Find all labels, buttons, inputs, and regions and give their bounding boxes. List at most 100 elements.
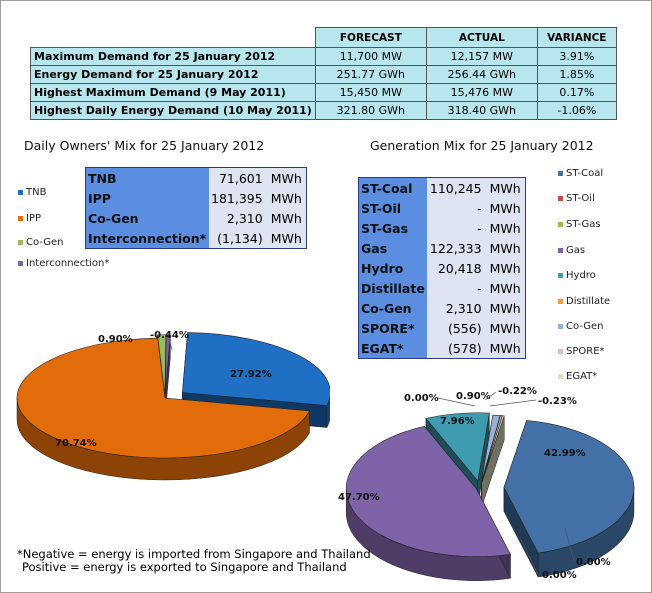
pie-data-label: 0.90% xyxy=(456,391,491,402)
gen-unit: MWh xyxy=(487,338,526,359)
demand-summary-table: FORECAST ACTUAL VARIANCE Maximum Demand … xyxy=(30,27,617,120)
gen-name: ST-Coal xyxy=(358,177,428,198)
legend-label: Co-Gen xyxy=(26,237,64,248)
owner-value: 71,601 xyxy=(208,167,269,188)
table-row: Highest Maximum Demand (9 May 2011) 15,4… xyxy=(30,83,617,102)
gen-value: - xyxy=(427,218,488,238)
pie-label-leader xyxy=(484,391,497,401)
owner-value: (1,134) xyxy=(208,228,269,249)
pie-slice xyxy=(164,334,171,395)
legend-label: Co-Gen xyxy=(566,321,604,332)
legend-label: ST-Coal xyxy=(566,168,604,179)
pie-slice xyxy=(503,420,635,554)
gen-value: - xyxy=(427,278,488,298)
table-row: Highest Daily Energy Demand (10 May 2011… xyxy=(30,101,617,120)
gen-unit: MWh xyxy=(487,177,526,198)
pie-data-label: 47.70% xyxy=(338,492,380,503)
owners-row: TNB 71,601 MWh xyxy=(85,167,307,188)
gen-unit: MWh xyxy=(487,318,526,338)
gen-name: Gas xyxy=(358,238,428,258)
legend-label: IPP xyxy=(26,213,42,224)
owner-name: IPP xyxy=(85,188,209,208)
variance-value: -1.06% xyxy=(536,101,617,120)
variance-value: 0.17% xyxy=(536,83,617,102)
gen-row: Hydro 20,418 MWh xyxy=(358,258,526,278)
legend-swatch xyxy=(558,171,563,176)
legend-swatch xyxy=(558,299,563,304)
owner-value: 2,310 xyxy=(208,208,269,228)
footnote-line-1: *Negative = energy is imported from Sing… xyxy=(17,547,371,561)
owners-mix-title: Daily Owners' Mix for 25 January 2012 xyxy=(24,138,265,153)
pie-label-leader xyxy=(169,341,173,351)
legend-item: Gas xyxy=(558,245,585,256)
owner-name: Interconnection* xyxy=(85,228,209,249)
gen-row: SPORE* (556) MWh xyxy=(358,318,526,338)
owner-unit: MWh xyxy=(268,228,307,249)
legend-swatch xyxy=(558,324,563,329)
actual-value: 318.40 GWh xyxy=(425,101,538,120)
pie-data-label: -0.23% xyxy=(538,396,577,407)
gen-row: Gas 122,333 MWh xyxy=(358,238,526,258)
legend-swatch xyxy=(558,349,563,354)
owner-unit: MWh xyxy=(268,208,307,228)
row-label: Highest Daily Energy Demand (10 May 2011… xyxy=(30,101,316,120)
gen-value: (578) xyxy=(427,338,488,359)
table-row: Energy Demand for 25 January 2012 251.77… xyxy=(30,65,617,84)
legend-label: ST-Gas xyxy=(566,219,601,230)
actual-value: 15,476 MW xyxy=(425,83,538,102)
generation-mix-pie-chart: 42.99% 0.00% 0.00% 47.70% 7.96% 0.00% 0.90% -0.… xyxy=(338,386,635,581)
gen-row: ST-Gas - MWh xyxy=(358,218,526,238)
legend-label: SPORE* xyxy=(566,346,605,357)
gen-unit: MWh xyxy=(487,298,526,318)
forecast-value: 321.80 GWh xyxy=(314,101,427,120)
row-label: Highest Maximum Demand (9 May 2011) xyxy=(30,83,316,102)
gen-unit: MWh xyxy=(487,238,526,258)
legend-swatch xyxy=(558,273,563,278)
gen-name: ST-Oil xyxy=(358,198,428,218)
gen-name: ST-Gas xyxy=(358,218,428,238)
pie-data-label: -0.22% xyxy=(498,386,537,397)
gen-value: (556) xyxy=(427,318,488,338)
gen-row: ST-Coal 110,245 MWh xyxy=(358,177,526,198)
legend-item: Distillate xyxy=(558,296,610,307)
forecast-value: 15,450 MW xyxy=(314,83,427,102)
legend-swatch xyxy=(18,190,23,195)
variance-value: 3.91% xyxy=(536,47,617,66)
pie-data-label: 0.00% xyxy=(542,570,577,581)
actual-value: 256.44 GWh xyxy=(425,65,538,84)
owner-value: 181,395 xyxy=(208,188,269,208)
row-label: Energy Demand for 25 January 2012 xyxy=(30,65,316,84)
owners-mix-pie-chart: 27.92% 70.74% 0.90% -0.44% xyxy=(16,330,330,481)
pie-data-label: 42.99% xyxy=(544,448,586,459)
pie-slice xyxy=(425,412,490,482)
legend-item: Co-Gen xyxy=(558,321,604,332)
legend-item: IPP xyxy=(18,213,41,224)
legend-swatch xyxy=(558,374,563,379)
actual-value: 12,157 MW xyxy=(425,47,538,66)
pie-label-leader xyxy=(489,399,537,407)
gen-unit: MWh xyxy=(487,278,526,298)
legend-swatch xyxy=(18,216,23,221)
header-forecast: FORECAST xyxy=(314,27,427,48)
gen-name: SPORE* xyxy=(358,318,428,338)
legend-label: EGAT* xyxy=(566,371,598,382)
gen-row: Distillate - MWh xyxy=(358,278,526,298)
gen-unit: MWh xyxy=(487,258,526,278)
legend-label: Gas xyxy=(566,245,586,256)
gen-name: EGAT* xyxy=(358,338,428,359)
legend-item: SPORE* xyxy=(558,346,605,357)
row-label: Maximum Demand for 25 January 2012 xyxy=(30,47,316,66)
legend-item: EGAT* xyxy=(558,371,597,382)
gen-value: 2,310 xyxy=(427,298,488,318)
gen-name: Hydro xyxy=(358,258,428,278)
pie-data-label: 27.92% xyxy=(230,369,272,380)
generation-mix-title: Generation Mix for 25 January 2012 xyxy=(370,138,594,153)
owner-name: TNB xyxy=(85,167,209,188)
pie-label-leader xyxy=(437,397,476,407)
forecast-value: 11,700 MW xyxy=(314,47,427,66)
gen-row: EGAT* (578) MWh xyxy=(358,338,526,359)
legend-label: Hydro xyxy=(566,270,596,281)
legend-swatch xyxy=(558,248,563,253)
gen-row: Co-Gen 2,310 MWh xyxy=(358,298,526,318)
legend-item: ST-Oil xyxy=(558,193,595,204)
